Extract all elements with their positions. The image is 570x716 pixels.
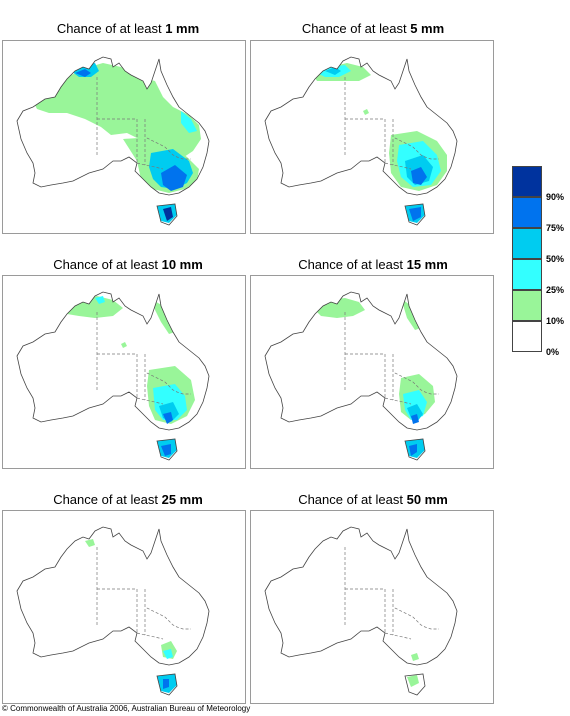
australia-map-svg <box>264 526 458 696</box>
probability-region <box>95 296 105 304</box>
state-borders <box>344 312 439 405</box>
probability-region <box>161 444 171 456</box>
tasmania-coastline <box>156 673 178 696</box>
probability-region <box>33 63 201 159</box>
coastline <box>16 291 210 431</box>
copyright-notice: © Commonwealth of Australia 2006, Austra… <box>2 704 251 713</box>
probability-region <box>407 404 423 422</box>
state-borders <box>96 312 191 405</box>
probability-regions <box>85 515 177 693</box>
probability-region <box>85 539 95 547</box>
mainland-fill <box>17 527 209 665</box>
legend-swatch-90 <box>512 166 542 197</box>
panel-title-10mm: Chance of at least 10 mm <box>8 257 248 273</box>
australia-map-svg <box>264 291 458 461</box>
probability-region <box>121 342 127 348</box>
title-prefix: Chance of at least <box>53 492 162 507</box>
australia-map-svg <box>16 515 210 696</box>
legend-swatch-25 <box>512 259 542 290</box>
tasmania-coastline <box>156 438 178 461</box>
title-prefix: Chance of at least <box>53 257 162 272</box>
probability-regions <box>407 653 419 687</box>
map-1mm <box>2 40 246 234</box>
map-25mm <box>2 510 246 704</box>
legend-label-0: 0% <box>546 347 560 357</box>
tasmania-coastline <box>156 203 178 226</box>
probability-region <box>377 298 383 304</box>
australia-map-svg <box>16 291 210 461</box>
probability-region <box>181 111 197 133</box>
panel-title-5mm: Chance of at least 5 mm <box>253 21 493 37</box>
legend-swatch-0 <box>512 321 542 352</box>
coastline <box>16 526 210 666</box>
probability-region <box>407 675 419 687</box>
panel-title-1mm: Chance of at least 1 mm <box>8 21 248 37</box>
mainland-fill <box>265 527 457 665</box>
title-amount: 50 mm <box>406 492 448 507</box>
state-borders <box>96 77 191 170</box>
coastline <box>264 291 458 431</box>
probability-region <box>163 649 173 659</box>
probability-region <box>411 167 427 185</box>
title-prefix: Chance of at least <box>56 21 166 36</box>
tasmania-coastline <box>404 673 426 696</box>
title-amount: 25 mm <box>161 492 203 507</box>
probability-region <box>411 414 419 424</box>
legend-swatch-10 <box>512 290 542 321</box>
panel-title-25mm: Chance of at least 25 mm <box>8 492 248 508</box>
probability-region <box>95 515 105 523</box>
probability-region <box>409 207 421 221</box>
probability-region <box>159 402 179 422</box>
legend-swatch-75 <box>512 197 542 228</box>
panel-title-15mm: Chance of at least 15 mm <box>253 257 493 273</box>
map-10mm <box>2 275 246 469</box>
state-borders <box>96 547 191 640</box>
panel-title-50mm: Chance of at least 50 mm <box>253 492 493 508</box>
coastline <box>264 526 458 666</box>
australia-map-svg <box>264 56 458 226</box>
probability-regions <box>313 63 447 223</box>
legend-label-90: 90% <box>546 192 565 202</box>
map-50mm <box>250 510 494 704</box>
title-amount: 15 mm <box>406 257 448 272</box>
coastline <box>16 56 210 196</box>
title-prefix: Chance of at least <box>301 21 411 36</box>
probability-region <box>75 69 91 77</box>
map-15mm <box>250 275 494 469</box>
legend-label-10: 10% <box>546 316 565 326</box>
probability-region <box>163 412 173 424</box>
title-amount: 1 mm <box>165 21 200 36</box>
probability-region <box>409 444 417 456</box>
state-borders <box>344 77 439 170</box>
state-borders <box>344 547 439 640</box>
map-5mm <box>250 40 494 234</box>
probability-region <box>411 653 419 661</box>
title-amount: 10 mm <box>161 257 203 272</box>
probability-region <box>163 207 173 221</box>
legend-label-50: 50% <box>546 254 565 264</box>
australia-map-svg <box>16 56 210 226</box>
probability-region <box>161 165 187 191</box>
legend-label-75: 75% <box>546 223 565 233</box>
title-prefix: Chance of at least <box>298 257 407 272</box>
legend-swatch-50 <box>512 228 542 259</box>
tasmania-coastline <box>404 203 426 226</box>
probability-region <box>131 535 139 543</box>
probability-region <box>427 79 433 85</box>
tasmania-coastline <box>404 438 426 461</box>
probability-region <box>363 109 369 115</box>
probability-region <box>163 679 169 689</box>
legend-label-25: 25% <box>546 285 565 295</box>
title-prefix: Chance of at least <box>298 492 407 507</box>
title-amount: 5 mm <box>410 21 445 36</box>
coastline <box>264 56 458 196</box>
